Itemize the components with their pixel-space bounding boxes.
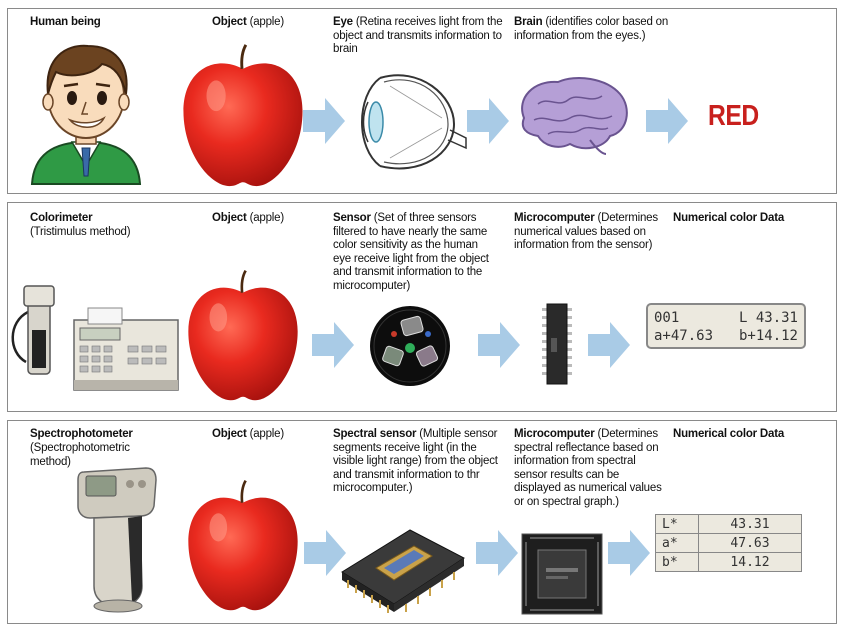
brain-illustration: [521, 77, 628, 155]
spectrophotometer-device: [77, 467, 157, 613]
device-title: Spectrophotometer: [30, 428, 133, 440]
device-title: Human being: [30, 16, 101, 28]
table-row: b* 14.12: [655, 552, 802, 572]
apple-image: [187, 269, 299, 402]
microcomputer-heading: Microcomputer (Determines numerical valu…: [514, 212, 658, 251]
readout-value: 001: [654, 310, 680, 326]
result-color-name: RED: [708, 100, 759, 132]
arrow-icon: [467, 98, 509, 144]
device-subtitle: (Spectrophotometric method): [30, 442, 130, 468]
colorimeter-device: [11, 285, 179, 391]
table-row: a* 47.63: [655, 533, 802, 553]
arrow-icon: [476, 530, 518, 576]
device-title: Colorimeter: [30, 212, 93, 224]
microcomputer-chip: [521, 533, 603, 615]
sensor-illustration: [370, 306, 450, 386]
device-subtitle: (Tristimulus method): [30, 226, 131, 238]
result-heading: Numerical color Data: [673, 212, 785, 224]
arrow-icon: [303, 98, 345, 144]
microcomputer-heading: Microcomputer (Determines spectral refle…: [514, 428, 662, 508]
object-heading: Object (apple): [212, 212, 284, 224]
microcomputer-chip: [542, 303, 572, 385]
arrow-icon: [608, 530, 650, 576]
arrow-icon: [478, 322, 520, 368]
arrow-icon: [646, 98, 688, 144]
sensor-heading: Sensor (Set of three sensors filtered to…: [333, 212, 489, 292]
apple-image: [182, 43, 304, 188]
object-heading: Object (apple): [212, 16, 284, 28]
apple-image: [187, 479, 299, 612]
table-value: 43.31: [698, 514, 802, 534]
readout-value: L 43.31: [738, 310, 798, 326]
brain-heading: Brain (identifies color based on informa…: [514, 16, 669, 42]
numerical-color-table: L* 43.31 a* 47.63 b* 14.12: [655, 514, 802, 572]
eye-heading: Eye (Retina receives light from the obje…: [333, 16, 503, 55]
table-value: 47.63: [698, 533, 802, 553]
eye-illustration: [361, 74, 467, 170]
table-key: L*: [655, 514, 699, 534]
human-illustration: [30, 44, 142, 185]
table-key: a*: [655, 533, 699, 553]
spectral-sensor-heading: Spectral sensor (Multiple sensor segment…: [333, 428, 498, 494]
object-heading: Object (apple): [212, 428, 284, 440]
readout-value: b+14.12: [738, 328, 798, 344]
arrow-icon: [588, 322, 630, 368]
spectral-sensor-illustration: [341, 529, 465, 613]
numeric-readout-display: 001 L 43.31 a+47.63 b+14.12: [646, 303, 806, 349]
table-value: 14.12: [698, 552, 802, 572]
readout-value: a+47.63: [654, 328, 714, 344]
result-heading: Numerical color Data: [673, 428, 785, 440]
panel-human: [7, 8, 837, 194]
table-row: L* 43.31: [655, 514, 802, 534]
arrow-icon: [312, 322, 354, 368]
table-key: b*: [655, 552, 699, 572]
